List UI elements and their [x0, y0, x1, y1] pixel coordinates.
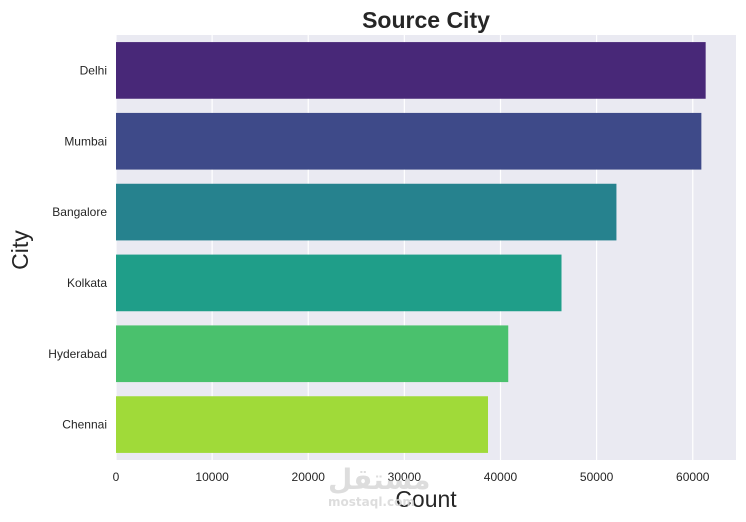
x-tick-label: 30000	[388, 470, 422, 484]
bar-chennai	[116, 396, 488, 453]
y-tick-label: Mumbai	[64, 134, 107, 148]
x-axis-label: Count	[395, 486, 457, 512]
bar-hyderabad	[116, 325, 509, 383]
x-tick-labels: 0 10000 20000 30000 40000 50000 60000	[113, 470, 710, 484]
bar-kolkata	[116, 254, 562, 312]
y-tick-label: Kolkata	[67, 276, 107, 290]
bars	[116, 42, 706, 453]
gridlines	[115, 35, 694, 460]
bar-bangalore	[116, 183, 617, 241]
y-tick-label: Bangalore	[52, 205, 107, 219]
x-tick-label: 60000	[676, 470, 710, 484]
y-tick-labels: Delhi Mumbai Bangalore Kolkata Hyderabad Chen…	[48, 63, 107, 431]
x-tick-label: 40000	[484, 470, 518, 484]
bar-mumbai	[116, 112, 702, 170]
x-tick-label: 0	[113, 470, 120, 484]
bar-delhi	[116, 42, 706, 99]
x-tick-label: 50000	[580, 470, 614, 484]
x-tick-label: 20000	[292, 470, 326, 484]
y-tick-label: Hyderabad	[48, 347, 107, 361]
chart-title: Source City	[362, 7, 490, 33]
x-tick-label: 10000	[195, 470, 229, 484]
y-tick-label: Delhi	[80, 63, 107, 77]
y-tick-label: Chennai	[62, 418, 107, 432]
y-axis-label: City	[7, 230, 33, 270]
plot-area	[116, 35, 736, 460]
